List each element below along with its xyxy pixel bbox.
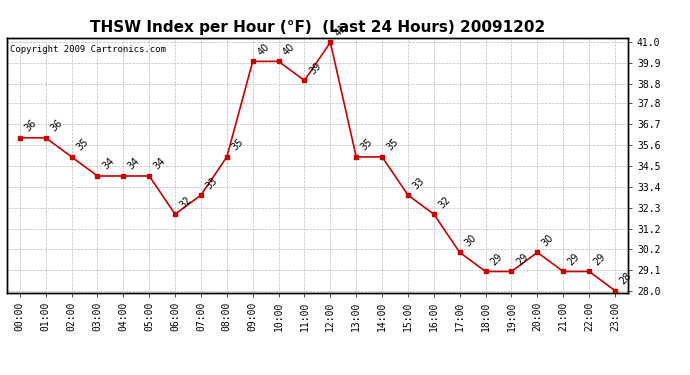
Text: Copyright 2009 Cartronics.com: Copyright 2009 Cartronics.com	[10, 45, 166, 54]
Text: 35: 35	[385, 137, 401, 153]
Text: 41: 41	[333, 22, 349, 38]
Text: 33: 33	[204, 175, 219, 191]
Text: 30: 30	[540, 232, 556, 248]
Text: 36: 36	[23, 118, 39, 134]
Title: THSW Index per Hour (°F)  (Last 24 Hours) 20091202: THSW Index per Hour (°F) (Last 24 Hours)…	[90, 20, 545, 35]
Text: 39: 39	[307, 61, 323, 76]
Text: 34: 34	[100, 156, 116, 172]
Text: 32: 32	[178, 194, 194, 210]
Text: 30: 30	[462, 232, 478, 248]
Text: 35: 35	[230, 137, 246, 153]
Text: 29: 29	[489, 252, 504, 267]
Text: 29: 29	[566, 252, 582, 267]
Text: 40: 40	[255, 42, 271, 57]
Text: 35: 35	[359, 137, 375, 153]
Text: 29: 29	[514, 252, 530, 267]
Text: 33: 33	[411, 175, 426, 191]
Text: 34: 34	[152, 156, 168, 172]
Text: 34: 34	[126, 156, 142, 172]
Text: 28: 28	[618, 271, 633, 286]
Text: 35: 35	[75, 137, 90, 153]
Text: 40: 40	[282, 42, 297, 57]
Text: 32: 32	[437, 194, 453, 210]
Text: 29: 29	[592, 252, 608, 267]
Text: 36: 36	[48, 118, 64, 134]
